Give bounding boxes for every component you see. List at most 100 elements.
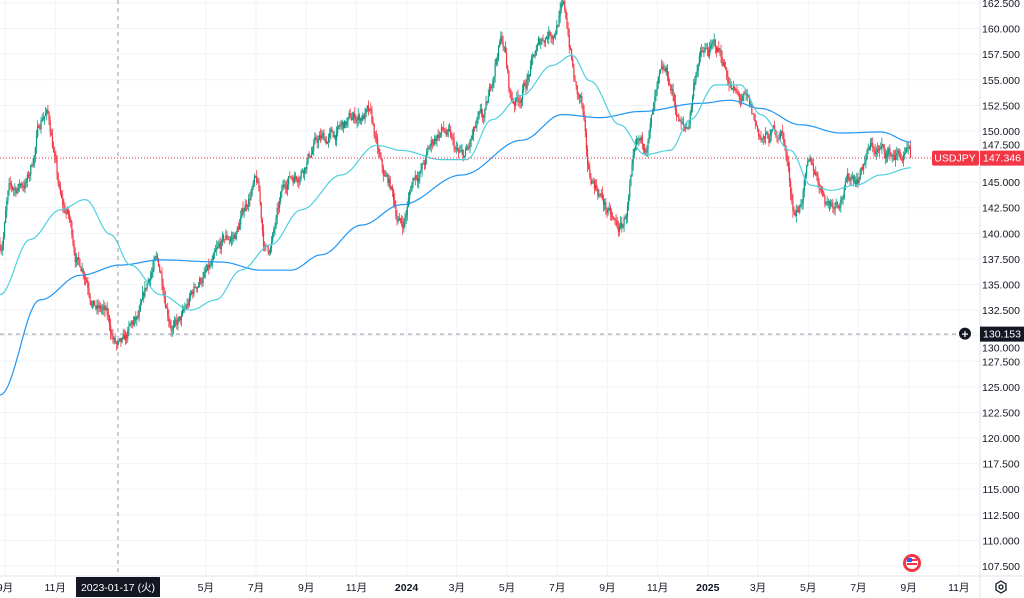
candle-body [221, 235, 224, 242]
candle-up [711, 40, 713, 50]
candle-up [835, 198, 837, 209]
x-axis[interactable]: 9月11月5月7月9月11月20243月5月7月9月11月20253月5月7月9… [0, 582, 970, 594]
symbol-tag-bg [932, 150, 979, 166]
candle-body [703, 51, 705, 53]
candle-body [657, 76, 659, 84]
candle-down [616, 216, 618, 229]
candle-body [849, 178, 851, 181]
candle-body [129, 323, 131, 326]
candle-body [840, 199, 842, 207]
candle-down [528, 73, 530, 83]
candle-body [454, 147, 456, 150]
candle-down [54, 146, 56, 164]
settings-gear-icon[interactable] [995, 580, 1007, 594]
candle-body [532, 54, 534, 58]
candle-up [503, 46, 505, 53]
candle-up [808, 158, 810, 162]
candle-body [832, 202, 834, 208]
candle-body [495, 58, 497, 65]
candle-up [523, 80, 525, 94]
candle-body [333, 135, 335, 138]
candle-body [866, 150, 868, 159]
candle-up [369, 108, 371, 112]
candle-body [556, 25, 558, 35]
candle-body [526, 79, 528, 89]
candle-up [356, 116, 358, 129]
candle-body [575, 81, 577, 86]
candle-down [385, 170, 387, 177]
candle-body [723, 62, 726, 67]
candle-up [172, 319, 174, 335]
candle-body [806, 165, 808, 174]
candle-down [332, 131, 334, 138]
candle-body [742, 95, 744, 101]
candle-down [67, 208, 70, 220]
candle-body [837, 205, 840, 208]
candle-up [703, 46, 705, 58]
candle-down [201, 277, 203, 288]
us-flag-event-icon[interactable] [903, 554, 921, 572]
candle-body [461, 150, 463, 152]
candle-body [615, 219, 617, 221]
candle-body [869, 144, 872, 150]
candle-body [375, 136, 378, 139]
candle-up [548, 26, 550, 45]
candle-up [45, 106, 47, 117]
candle-body [243, 211, 245, 213]
candle-body [66, 209, 68, 214]
candle-body [353, 113, 355, 119]
candle-up [118, 339, 120, 345]
candle-body [608, 207, 610, 210]
candle-body [88, 288, 90, 295]
candle-body [237, 227, 240, 230]
candle-body [858, 179, 860, 183]
candle-up [419, 170, 421, 184]
candle-up [871, 137, 873, 147]
candle-body [415, 175, 418, 178]
candle-up [278, 197, 281, 213]
candle-body [46, 109, 48, 114]
candle-body [577, 93, 580, 95]
candle-up [625, 213, 627, 225]
candle-body [643, 147, 646, 152]
candle-body [151, 272, 153, 277]
candle-body [667, 76, 670, 85]
candle-body [45, 113, 47, 117]
crosshair-price-label: 130.153 [983, 329, 1021, 341]
plus-icon [962, 331, 968, 338]
candle-body [200, 278, 202, 282]
candle-up [688, 119, 690, 130]
candle-body [690, 106, 692, 113]
candle-up [448, 122, 451, 133]
candle-down [728, 76, 730, 92]
candle-up [697, 63, 699, 77]
candle-up [326, 141, 329, 144]
candle-body [860, 167, 862, 170]
candle-down [793, 206, 795, 216]
candle-down [245, 200, 248, 212]
candle-down [543, 40, 545, 47]
candle-down [706, 42, 708, 57]
candle-body [755, 122, 758, 126]
candle-body [488, 86, 491, 97]
candle-up [362, 112, 364, 122]
candle-up [779, 129, 781, 141]
candle-down [285, 180, 287, 195]
y-axis[interactable]: 162.500160.000157.500155.000152.500150.0… [982, 0, 1020, 573]
candle-up [8, 178, 10, 196]
y-tick-label: 130.000 [982, 343, 1020, 355]
candle-body [887, 153, 889, 156]
candle-body [389, 178, 391, 189]
candle-body [438, 134, 440, 138]
candle-down [242, 201, 244, 216]
candle-up [709, 41, 711, 60]
candle-up [33, 154, 35, 169]
candle-body [319, 135, 322, 139]
candle-body [743, 93, 745, 96]
candle-down [107, 308, 109, 323]
x-tick-label: 9月 [298, 582, 314, 594]
candle-down [551, 34, 553, 45]
candle-down [268, 249, 270, 257]
candle-down [565, 8, 567, 20]
